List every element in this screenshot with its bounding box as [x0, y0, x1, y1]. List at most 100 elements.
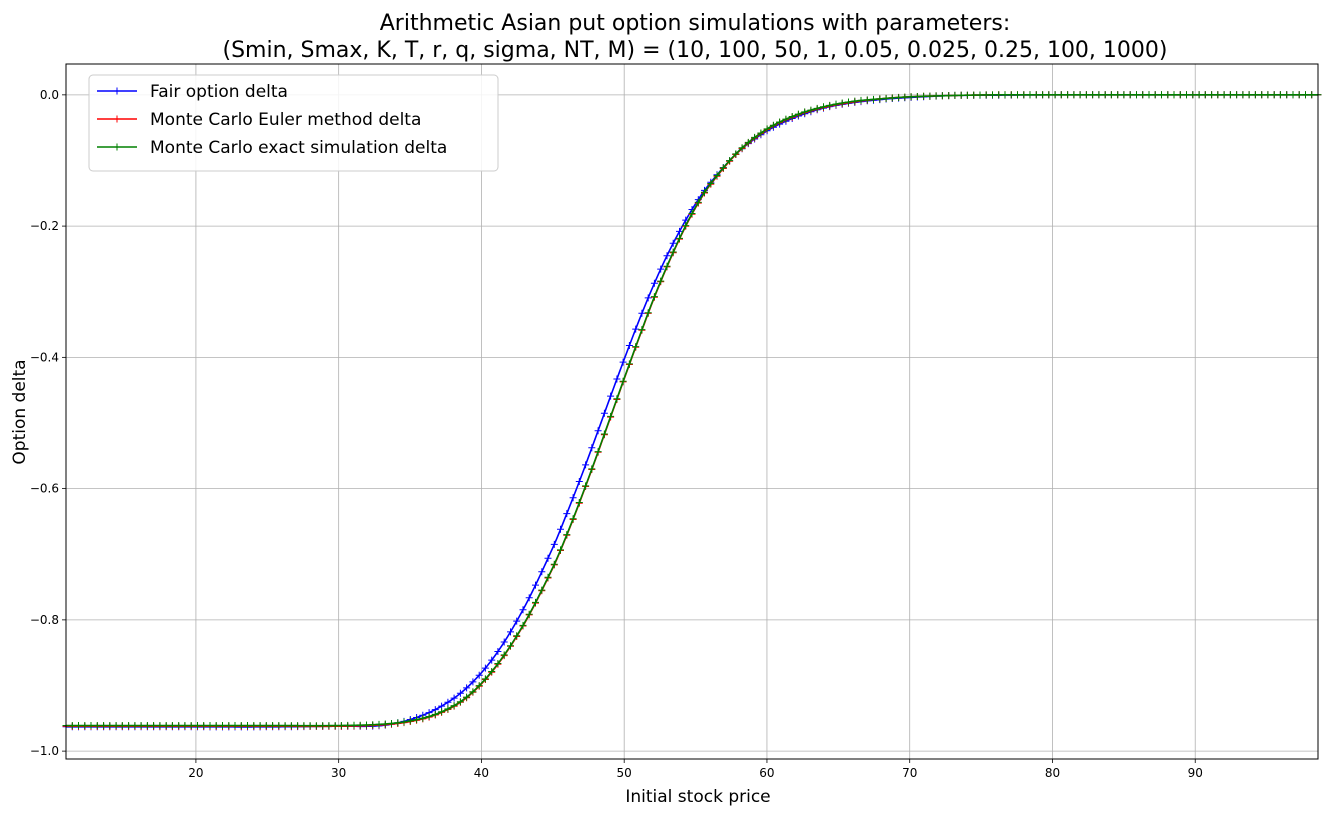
- data-point: [87, 722, 95, 729]
- data-point: [438, 708, 446, 716]
- data-point: [419, 714, 427, 722]
- data-point: [1101, 91, 1109, 99]
- series-3: [62, 91, 1322, 730]
- data-point: [406, 717, 414, 725]
- data-point: [1120, 91, 1128, 99]
- data-point: [125, 722, 133, 729]
- data-point: [1289, 91, 1297, 99]
- data-point: [613, 375, 621, 383]
- data-point: [363, 721, 370, 729]
- data-point: [989, 91, 996, 99]
- data-point: [657, 265, 665, 273]
- x-tick-label: 50: [617, 766, 632, 780]
- data-point: [582, 461, 590, 469]
- data-point: [319, 722, 327, 730]
- y-tick-label: 0.0: [40, 88, 59, 102]
- data-point: [1233, 91, 1241, 99]
- data-point: [1020, 91, 1028, 99]
- data-point: [1170, 91, 1178, 99]
- data-point: [575, 478, 583, 485]
- data-point: [995, 91, 1003, 99]
- data-point: [938, 92, 946, 100]
- data-point: [719, 164, 727, 172]
- data-point: [1026, 91, 1034, 99]
- data-point: [513, 617, 521, 625]
- data-point: [237, 722, 245, 729]
- data-point: [607, 392, 615, 400]
- legend-label: Monte Carlo Euler method delta: [150, 110, 421, 130]
- data-point: [162, 722, 170, 729]
- data-point: [1308, 91, 1316, 99]
- data-point: [100, 722, 108, 729]
- data-point: [156, 722, 164, 729]
- data-point: [106, 722, 114, 729]
- data-point: [1195, 91, 1203, 99]
- data-point: [619, 358, 627, 366]
- data-point: [544, 573, 552, 581]
- legend-label: Monte Carlo exact simulation delta: [150, 138, 447, 158]
- data-point: [488, 668, 496, 675]
- data-point: [557, 525, 564, 533]
- data-point: [663, 262, 671, 270]
- data-point: [669, 248, 677, 256]
- data-point: [1258, 91, 1266, 99]
- data-point: [600, 430, 608, 438]
- data-point: [187, 722, 195, 729]
- data-point: [500, 638, 508, 646]
- data-point: [1076, 91, 1084, 99]
- x-tick-label: 20: [188, 766, 203, 780]
- data-point: [231, 722, 239, 729]
- data-point: [206, 722, 214, 729]
- data-point: [175, 722, 183, 729]
- data-point: [895, 94, 903, 101]
- data-point: [625, 342, 633, 349]
- data-point: [344, 721, 352, 729]
- data-point: [751, 133, 759, 141]
- data-point: [782, 115, 790, 123]
- data-point: [1239, 91, 1247, 99]
- data-point: [137, 722, 145, 729]
- x-tick-label: 70: [902, 766, 917, 780]
- data-point: [575, 499, 583, 506]
- data-point: [181, 722, 189, 729]
- data-point: [219, 722, 226, 729]
- data-point: [744, 138, 752, 146]
- data-point: [475, 671, 483, 679]
- data-point: [1095, 91, 1103, 99]
- data-point: [1145, 91, 1153, 99]
- data-point: [650, 279, 658, 287]
- data-point: [582, 482, 590, 490]
- data-point: [632, 343, 640, 351]
- data-point: [256, 722, 264, 729]
- data-point: [1051, 91, 1059, 99]
- data-point: [475, 682, 483, 690]
- data-point: [876, 95, 884, 103]
- data-point: [682, 222, 690, 230]
- data-point: [225, 722, 233, 729]
- data-point: [469, 678, 477, 686]
- data-point: [350, 721, 358, 729]
- data-point: [388, 720, 395, 727]
- data-point: [701, 188, 708, 196]
- data-point: [456, 698, 464, 706]
- data-point: [976, 91, 984, 99]
- data-point: [557, 546, 564, 554]
- data-point: [550, 560, 558, 568]
- data-point: [1001, 91, 1009, 99]
- data-point: [1014, 91, 1021, 99]
- data-point: [1208, 91, 1216, 99]
- data-point: [1114, 91, 1122, 99]
- data-point: [776, 118, 784, 126]
- x-tick-label: 90: [1188, 766, 1203, 780]
- data-point: [901, 93, 909, 101]
- data-point: [1201, 91, 1209, 99]
- data-point: [1270, 91, 1278, 99]
- data-point: [569, 494, 577, 502]
- data-point: [507, 642, 514, 650]
- data-point: [1251, 91, 1259, 99]
- data-point: [1158, 91, 1165, 99]
- data-point: [431, 710, 439, 718]
- data-point: [676, 234, 683, 242]
- data-point: [607, 412, 615, 420]
